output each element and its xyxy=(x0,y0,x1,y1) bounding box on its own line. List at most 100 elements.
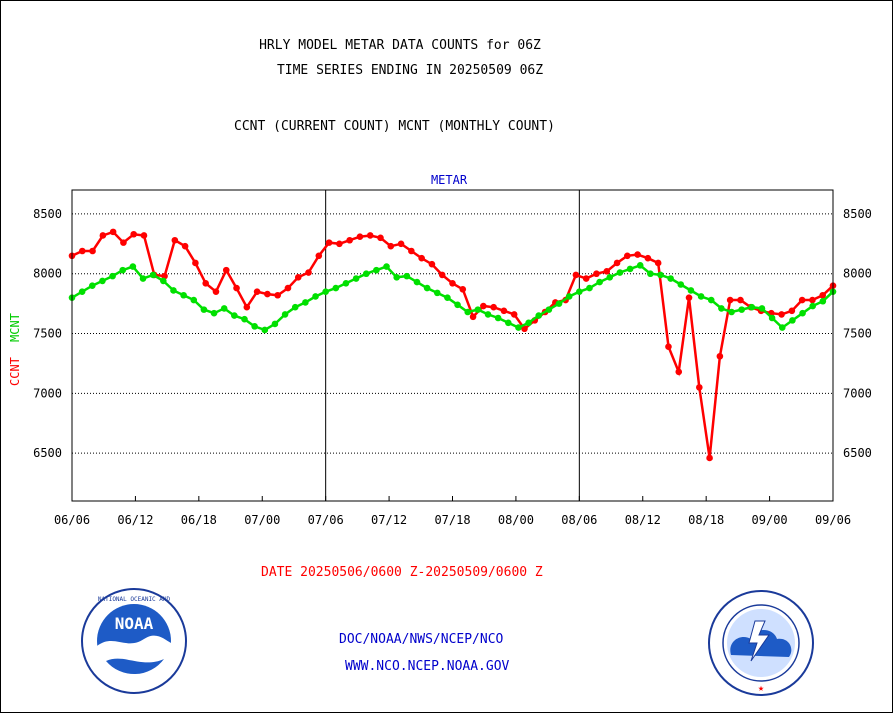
ccnt-series xyxy=(68,228,837,462)
plot-title: METAR xyxy=(431,173,468,187)
mcnt-point xyxy=(728,308,735,316)
ccnt-point xyxy=(253,288,261,295)
ccnt-point xyxy=(613,259,621,267)
x-tick-label: 07/06 xyxy=(308,513,344,527)
ccnt-point xyxy=(716,352,724,360)
ccnt-point xyxy=(171,236,179,244)
y-tick-label-right: 6500 xyxy=(843,446,872,460)
mcnt-point xyxy=(586,284,593,292)
mcnt-point xyxy=(555,300,563,307)
ccnt-point xyxy=(120,239,127,246)
date-range: DATE 20250506/0600 Z-20250509/0600 Z xyxy=(261,565,543,580)
ccnt-point xyxy=(222,266,230,274)
mcnt-point xyxy=(109,272,116,280)
ccnt-point xyxy=(264,290,271,298)
ccnt-point xyxy=(572,271,580,279)
x-tick-label: 09/00 xyxy=(752,513,788,527)
mcnt-point xyxy=(78,288,86,295)
mcnt-point xyxy=(606,274,614,281)
y-tick-label-left: 8500 xyxy=(33,207,62,221)
mcnt-point xyxy=(342,280,350,287)
mcnt-point xyxy=(768,314,776,322)
mcnt-point xyxy=(312,293,319,300)
ccnt-point xyxy=(212,288,220,295)
y-tick-label-left: 6500 xyxy=(33,446,62,460)
mcnt-point xyxy=(261,326,269,334)
mcnt-point xyxy=(657,271,664,279)
mcnt-point xyxy=(393,274,400,281)
ccnt-point xyxy=(140,232,148,239)
mcnt-point xyxy=(210,309,218,317)
x-tick-label: 08/12 xyxy=(625,513,661,527)
ccnt-point xyxy=(665,343,672,350)
y-tick-label-left: 7500 xyxy=(33,327,62,341)
ccnt-line xyxy=(71,230,834,459)
ccnt-point xyxy=(593,270,600,278)
ccnt-point xyxy=(366,232,374,239)
org-text: DOC/NOAA/NWS/NCEP/NCO xyxy=(339,632,504,647)
ccnt-point xyxy=(685,294,693,301)
mcnt-point xyxy=(403,272,411,280)
nws-logo-star-icon: ★ xyxy=(758,683,764,694)
mcnt-point xyxy=(778,324,786,331)
ccnt-point xyxy=(336,240,343,248)
mcnt-point xyxy=(697,293,705,300)
x-tick-label: 09/06 xyxy=(815,513,851,527)
mcnt-point xyxy=(636,262,644,269)
chart-title-line2: TIME SERIES ENDING IN 20250509 06Z xyxy=(276,63,544,78)
mcnt-point xyxy=(454,301,461,309)
ccnt-point xyxy=(510,311,518,318)
mcnt-line xyxy=(71,263,834,332)
ccnt-point xyxy=(706,454,713,462)
ccnt-point xyxy=(294,274,302,281)
mcnt-point xyxy=(200,306,208,313)
x-tick-label: 06/18 xyxy=(181,513,217,527)
mcnt-point xyxy=(819,297,827,305)
chart-title-line1: HRLY MODEL METAR DATA COUNTS for 06Z xyxy=(259,38,541,53)
ccnt-point xyxy=(192,259,199,267)
mcnt-point xyxy=(291,303,299,311)
mcnt-point xyxy=(271,320,279,328)
mcnt-point xyxy=(565,293,573,300)
y-tick-label-left: 8000 xyxy=(33,267,62,281)
mcnt-point xyxy=(515,324,522,331)
y-tick-label-right: 8500 xyxy=(843,207,872,221)
mcnt-point xyxy=(707,296,715,304)
ccnt-point xyxy=(78,247,86,255)
plot-area xyxy=(71,189,834,502)
mcnt-point xyxy=(170,287,177,294)
ccnt-point xyxy=(603,268,611,275)
mcnt-point xyxy=(596,278,603,286)
mcnt-point xyxy=(423,284,431,292)
ccnt-point xyxy=(726,296,734,304)
noaa-logo-text: NOAA xyxy=(115,614,154,633)
mcnt-point xyxy=(149,271,157,279)
x-tick-label: 08/18 xyxy=(688,513,724,527)
ccnt-point xyxy=(305,269,312,276)
nws-logo: ★ xyxy=(708,590,814,696)
mcnt-point xyxy=(99,277,106,285)
mcnt-point xyxy=(677,281,685,288)
ccnt-point xyxy=(243,303,251,311)
ccnt-point xyxy=(356,233,364,240)
ccnt-point xyxy=(387,242,395,250)
url-text: WWW.NCO.NCEP.NOAA.GOV xyxy=(345,659,510,674)
ccnt-point xyxy=(644,254,652,262)
mcnt-point xyxy=(180,291,187,299)
mcnt-point xyxy=(809,302,817,310)
y-tick-label-left: 7000 xyxy=(33,386,62,400)
ccnt-point xyxy=(315,252,323,260)
ccnt-point xyxy=(284,284,292,292)
x-tick-label: 08/00 xyxy=(498,513,534,527)
mcnt-point xyxy=(352,275,360,282)
mcnt-point xyxy=(738,306,745,313)
chart-subtitle: CCNT (CURRENT COUNT) MCNT (MONTHLY COUNT… xyxy=(234,119,555,134)
ccnt-point xyxy=(130,230,138,238)
x-tick-label: 07/12 xyxy=(371,513,407,527)
mcnt-point xyxy=(281,311,289,318)
y-tick-label-right: 7000 xyxy=(843,386,872,400)
ccnt-point xyxy=(521,325,528,333)
ccnt-point xyxy=(202,280,209,287)
ccnt-point xyxy=(438,271,446,279)
